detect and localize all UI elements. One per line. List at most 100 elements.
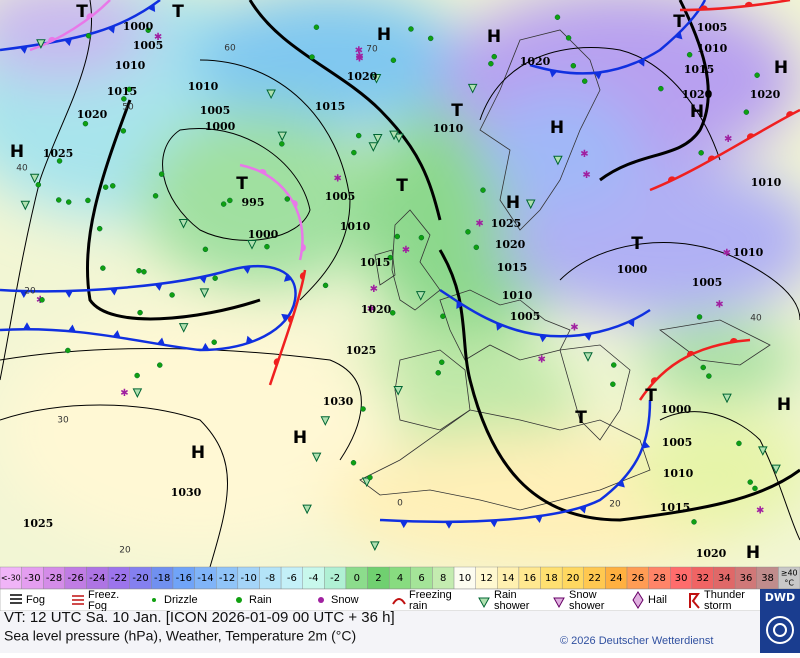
pressure-center: H <box>487 27 501 47</box>
pressure-label: 1030 <box>171 486 202 499</box>
scale-unit: °C <box>784 579 794 588</box>
rain-symbol <box>686 52 693 58</box>
pressure-label: 1010 <box>733 246 764 259</box>
front-semicircle <box>707 155 716 162</box>
shower-symbol <box>757 446 768 456</box>
icon-drizzle <box>152 598 156 602</box>
rain-symbol <box>351 149 357 156</box>
pressure-label: 1005 <box>697 21 728 34</box>
snow-symbol: ✱ <box>355 53 363 64</box>
rain-symbol <box>82 120 89 127</box>
pressure-label: 1020 <box>682 88 713 101</box>
rain-symbol <box>565 35 572 41</box>
description: Sea level pressure (hPa), Weather, Tempe… <box>4 628 356 644</box>
pressure-center: T <box>76 2 88 22</box>
pressure-center: T <box>451 101 463 121</box>
front-semicircle <box>86 13 94 20</box>
rain-symbol <box>284 196 291 202</box>
rain-symbol <box>696 314 703 320</box>
scale-label: -14 <box>197 573 213 584</box>
isotherm-label: 20 <box>119 546 131 556</box>
map-labels: 1000 1005 1010 1015 1020 1025 1010 1005 1000 995 1… <box>10 2 791 563</box>
shower-symbol <box>29 173 40 184</box>
isotherm-label: 40 <box>750 314 762 324</box>
rain-symbol <box>440 313 446 320</box>
rain-symbol <box>110 183 116 189</box>
front-semicircle <box>650 377 658 385</box>
icon-thunderstorm <box>689 593 700 609</box>
rain-symbol <box>85 197 91 204</box>
scale-label: 6 <box>418 573 424 584</box>
pressure-label: 1020 <box>696 547 727 560</box>
isotherm-label: 40 <box>16 164 28 174</box>
rain-symbol <box>435 370 441 376</box>
rain-symbol <box>706 373 712 379</box>
scale-label: 34 <box>718 573 731 584</box>
pressure-label: 1020 <box>347 70 378 83</box>
rain-symbol <box>698 150 704 156</box>
temperature-field <box>0 0 800 567</box>
front-semicircle <box>287 315 294 324</box>
rain-symbol <box>390 57 397 64</box>
snow-symbol: ✱ <box>580 149 588 160</box>
pressure-label: 1015 <box>684 63 715 76</box>
rain-symbol <box>141 269 147 275</box>
scale-label: -24 <box>89 573 105 584</box>
pressure-center: T <box>645 386 657 406</box>
shower-symbol <box>178 219 189 229</box>
pressure-center: T <box>673 12 685 32</box>
snow-symbol: ✱ <box>402 245 410 256</box>
rain-symbol <box>491 53 497 60</box>
snow-symbol: ✱ <box>538 354 546 365</box>
pressure-label: 1005 <box>325 190 356 203</box>
scale-label: 8 <box>440 573 446 584</box>
front-triangle <box>19 46 28 54</box>
rain-symbol <box>279 141 285 147</box>
front-semicircle <box>686 350 695 357</box>
pressure-center: H <box>746 543 760 563</box>
icon-freezing-rain <box>392 598 406 605</box>
rain-symbol <box>100 265 106 271</box>
weather-symbols: ✱✱✱✱✱✱✱✱✱✱✱✱✱✱✱✱✱✱✱ <box>20 14 781 551</box>
cold-front <box>0 265 297 352</box>
pressure-label: 1025 <box>23 517 54 530</box>
snow-symbol: ✱ <box>715 299 723 310</box>
pressure-label: 1020 <box>495 238 526 251</box>
pressure-center: T <box>631 234 643 254</box>
warm-front <box>649 108 800 192</box>
pressure-label: 995 <box>242 196 265 209</box>
front-triangle <box>64 290 73 298</box>
pressure-label: 1020 <box>361 303 392 316</box>
shower-symbol <box>771 464 781 475</box>
pressure-label: 1000 <box>248 228 279 241</box>
rain-symbol <box>65 347 71 354</box>
warm-front <box>679 0 791 12</box>
front-semicircle <box>667 176 676 183</box>
front-triangle <box>456 300 464 310</box>
isobars <box>0 0 800 567</box>
front-triangle <box>617 479 625 488</box>
shower-symbol <box>36 39 46 49</box>
scale-label: -4 <box>309 573 319 584</box>
snow-symbol: ✱ <box>370 284 378 295</box>
weather-legend-label: Snow shower <box>569 589 605 612</box>
front-semicircle <box>746 133 755 140</box>
pressure-label: 1015 <box>360 256 391 269</box>
front-triangle <box>539 334 548 343</box>
rain-symbol <box>134 372 140 379</box>
rain-symbol <box>747 479 753 485</box>
snow-symbol: ✱ <box>756 506 764 517</box>
snow-symbol: ✱ <box>334 174 342 185</box>
scale-label: ≥40 <box>781 569 798 578</box>
rain-symbol <box>691 519 697 525</box>
pressure-label: 1000 <box>205 120 236 133</box>
front-triangle <box>147 3 156 13</box>
shower-symbol <box>20 200 31 211</box>
front-triangle <box>112 330 121 338</box>
pressure-center: H <box>377 25 391 45</box>
front-triangle <box>283 274 292 282</box>
cold-front <box>0 0 161 52</box>
front-semicircle <box>273 358 279 367</box>
scale-label: 12 <box>480 573 493 584</box>
